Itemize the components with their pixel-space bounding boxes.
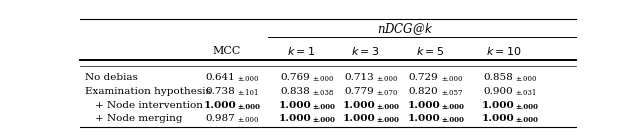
Text: 1.000: 1.000 (278, 115, 311, 123)
Text: MCC: MCC (212, 46, 241, 56)
Text: ±.000: ±.000 (441, 75, 463, 83)
Text: 1.000: 1.000 (407, 115, 440, 123)
Text: $k=5$: $k=5$ (415, 45, 444, 57)
Text: 0.729: 0.729 (409, 73, 438, 82)
Text: 0.838: 0.838 (280, 87, 310, 96)
Text: $k=3$: $k=3$ (351, 45, 380, 57)
Text: ±.031: ±.031 (515, 89, 537, 97)
Text: 1.000: 1.000 (407, 101, 440, 110)
Text: ±.000: ±.000 (312, 103, 335, 111)
Text: ±.000: ±.000 (312, 75, 333, 83)
Text: 0.769: 0.769 (280, 73, 310, 82)
Text: 0.641: 0.641 (205, 73, 236, 82)
Text: $k=1$: $k=1$ (287, 45, 315, 57)
Text: ±.000: ±.000 (441, 116, 464, 124)
Text: ±.000: ±.000 (515, 103, 538, 111)
Text: ±.057: ±.057 (441, 89, 463, 97)
Text: 1.000: 1.000 (278, 101, 311, 110)
Text: 0.738: 0.738 (205, 87, 236, 96)
Text: ±.000: ±.000 (515, 75, 537, 83)
Text: 1.000: 1.000 (482, 115, 515, 123)
Text: 1.000: 1.000 (204, 101, 237, 110)
Text: Examination hypothesis: Examination hypothesis (85, 87, 211, 96)
Text: ±.070: ±.070 (376, 89, 398, 97)
Text: 1.000: 1.000 (482, 101, 515, 110)
Text: ±.000: ±.000 (237, 75, 259, 83)
Text: 0.858: 0.858 (483, 73, 513, 82)
Text: ±.038: ±.038 (312, 89, 333, 97)
Text: $k=10$: $k=10$ (486, 45, 522, 57)
Text: ±.000: ±.000 (376, 103, 399, 111)
Text: ±.000: ±.000 (376, 116, 399, 124)
Text: 0.987: 0.987 (205, 115, 236, 123)
Text: + Node intervention: + Node intervention (95, 101, 203, 110)
Text: ±.000: ±.000 (237, 116, 259, 124)
Text: ±.000: ±.000 (312, 116, 335, 124)
Text: nDCG@$k$: nDCG@$k$ (377, 21, 433, 37)
Text: ±.000: ±.000 (441, 103, 464, 111)
Text: 0.900: 0.900 (483, 87, 513, 96)
Text: 1.000: 1.000 (343, 115, 376, 123)
Text: ±.101: ±.101 (237, 89, 259, 97)
Text: ±.000: ±.000 (237, 103, 260, 111)
Text: 1.000: 1.000 (343, 101, 376, 110)
Text: 0.779: 0.779 (344, 87, 374, 96)
Text: ±.000: ±.000 (376, 75, 398, 83)
Text: No debias: No debias (85, 73, 138, 82)
Text: 0.820: 0.820 (409, 87, 438, 96)
Text: 0.713: 0.713 (344, 73, 374, 82)
Text: + Node merging: + Node merging (95, 115, 182, 123)
Text: ±.000: ±.000 (515, 116, 538, 124)
